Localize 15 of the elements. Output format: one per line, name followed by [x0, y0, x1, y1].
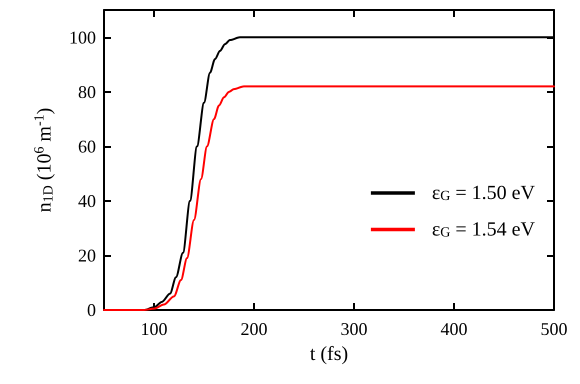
y-tick-label: 80 — [78, 82, 96, 102]
y-tick-label: 100 — [69, 27, 96, 48]
x-tick-label: 100 — [140, 319, 168, 339]
x-tick-label: 200 — [240, 319, 268, 339]
y-tick-label: 20 — [78, 245, 96, 266]
x-axis-title: t (fs) — [310, 343, 348, 365]
y-tick-label: 0 — [87, 300, 96, 320]
x-tick-label: 500 — [540, 319, 568, 339]
legend-label: εG = 1.50 eV — [432, 182, 536, 204]
legend-label: εG = 1.54 eV — [432, 218, 536, 240]
x-tick-label: 300 — [340, 319, 368, 339]
y-tick-label: 40 — [78, 190, 96, 211]
x-tick-label: 400 — [440, 319, 468, 339]
y-axis-title: n1D (106 m-1) — [32, 108, 56, 212]
y-tick-label: 60 — [78, 136, 96, 156]
